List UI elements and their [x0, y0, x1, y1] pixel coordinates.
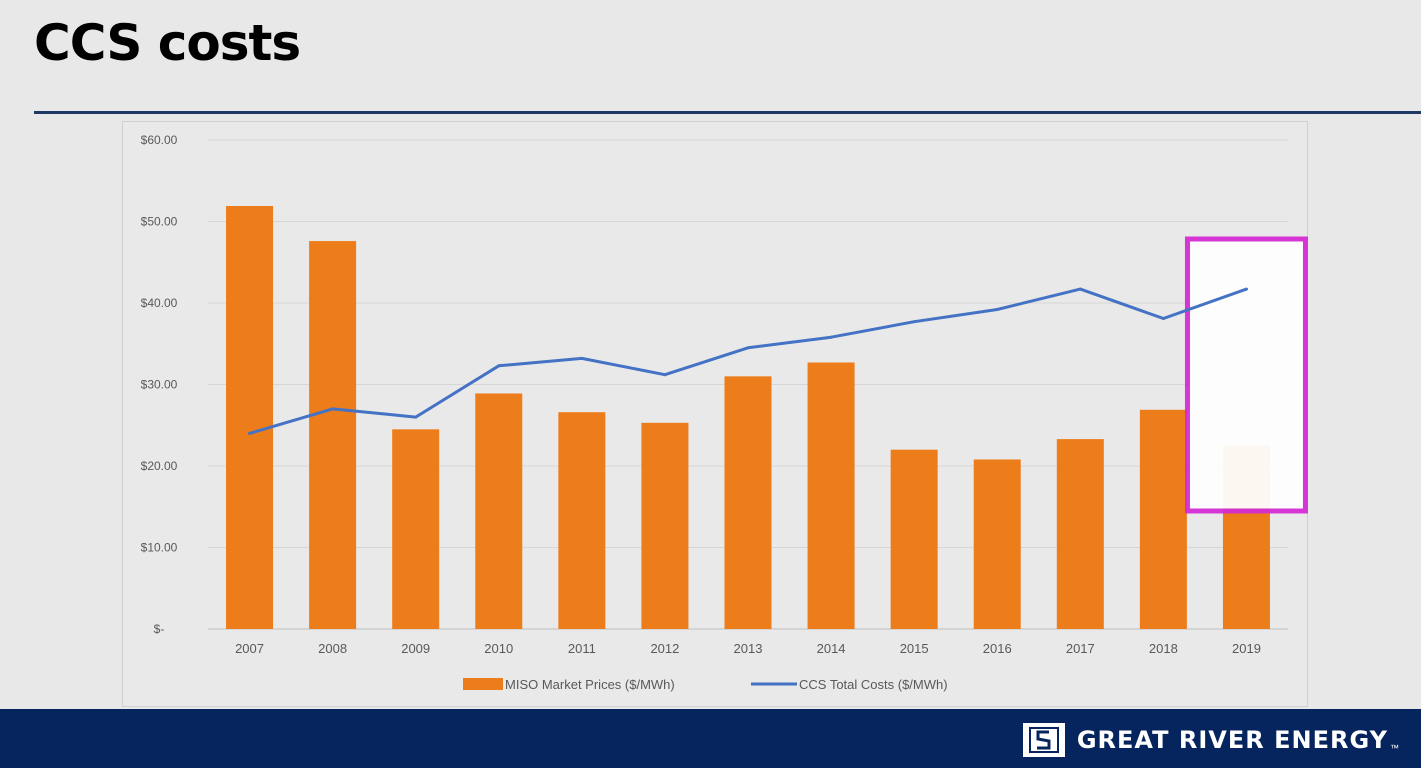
bar	[724, 376, 772, 629]
line-point	[497, 364, 501, 368]
brand: GREAT RIVER ENERGY ™	[1022, 723, 1399, 757]
line-point	[995, 308, 999, 312]
line-point	[1161, 316, 1165, 320]
river-s-logo-icon	[1022, 723, 1065, 757]
legend-label-bars: MISO Market Prices ($/MWh)	[505, 677, 675, 692]
legend-swatch-bars	[463, 678, 503, 690]
x-tick-label: 2011	[568, 641, 596, 656]
x-tick-label: 2014	[817, 641, 846, 656]
bar	[1139, 409, 1187, 629]
bar	[807, 362, 855, 629]
line-point	[1244, 287, 1248, 291]
y-tick-label: $20.00	[141, 459, 178, 473]
combo-chart: $- $10.00 $20.00 $30.00 $40.00 $50.00 $60.00 20…	[141, 133, 1308, 692]
x-tick-label: 2008	[318, 641, 347, 656]
line-point	[912, 320, 916, 324]
line-point	[829, 335, 833, 339]
y-tick-label: $50.00	[141, 215, 178, 229]
line-point	[1078, 287, 1082, 291]
legend-label-line: CCS Total Costs ($/MWh)	[799, 677, 948, 692]
x-tick-label: 2012	[650, 641, 679, 656]
y-tick-label: $10.00	[141, 541, 178, 555]
x-tick-label: 2018	[1149, 641, 1178, 656]
y-tick-label: $60.00	[141, 133, 178, 147]
line-point	[248, 431, 252, 435]
bar	[558, 412, 606, 629]
bar	[392, 429, 440, 629]
line-point	[331, 407, 335, 411]
title-divider	[34, 111, 1421, 114]
x-tick-label: 2017	[1066, 641, 1095, 656]
y-tick-label: $30.00	[141, 378, 178, 392]
brand-name: GREAT RIVER ENERGY	[1076, 726, 1388, 754]
bar	[890, 449, 938, 629]
chart-area: $- $10.00 $20.00 $30.00 $40.00 $50.00 $60.00 20…	[122, 121, 1308, 707]
line-point	[580, 356, 584, 360]
x-tick-label: 2007	[235, 641, 264, 656]
x-tick-label: 2009	[401, 641, 430, 656]
line-point	[663, 373, 667, 377]
line-point	[414, 415, 418, 419]
trademark-mark: ™	[1390, 743, 1399, 753]
x-tick-label: 2015	[900, 641, 929, 656]
line-point	[746, 346, 750, 350]
bar	[226, 206, 274, 629]
x-tick-label: 2016	[983, 641, 1012, 656]
bar	[1056, 439, 1104, 629]
slide-title: CCS costs	[34, 14, 301, 72]
x-tick-label: 2013	[734, 641, 763, 656]
x-tick-label: 2010	[484, 641, 513, 656]
bar	[309, 241, 357, 629]
bar	[475, 393, 523, 629]
y-tick-label: $40.00	[141, 296, 178, 310]
bar	[973, 459, 1021, 629]
y-tick-label: $-	[154, 622, 165, 636]
x-tick-label: 2019	[1232, 641, 1261, 656]
highlight-box	[1184, 236, 1308, 514]
footer-bar: GREAT RIVER ENERGY ™	[0, 709, 1421, 768]
bar	[641, 422, 689, 629]
